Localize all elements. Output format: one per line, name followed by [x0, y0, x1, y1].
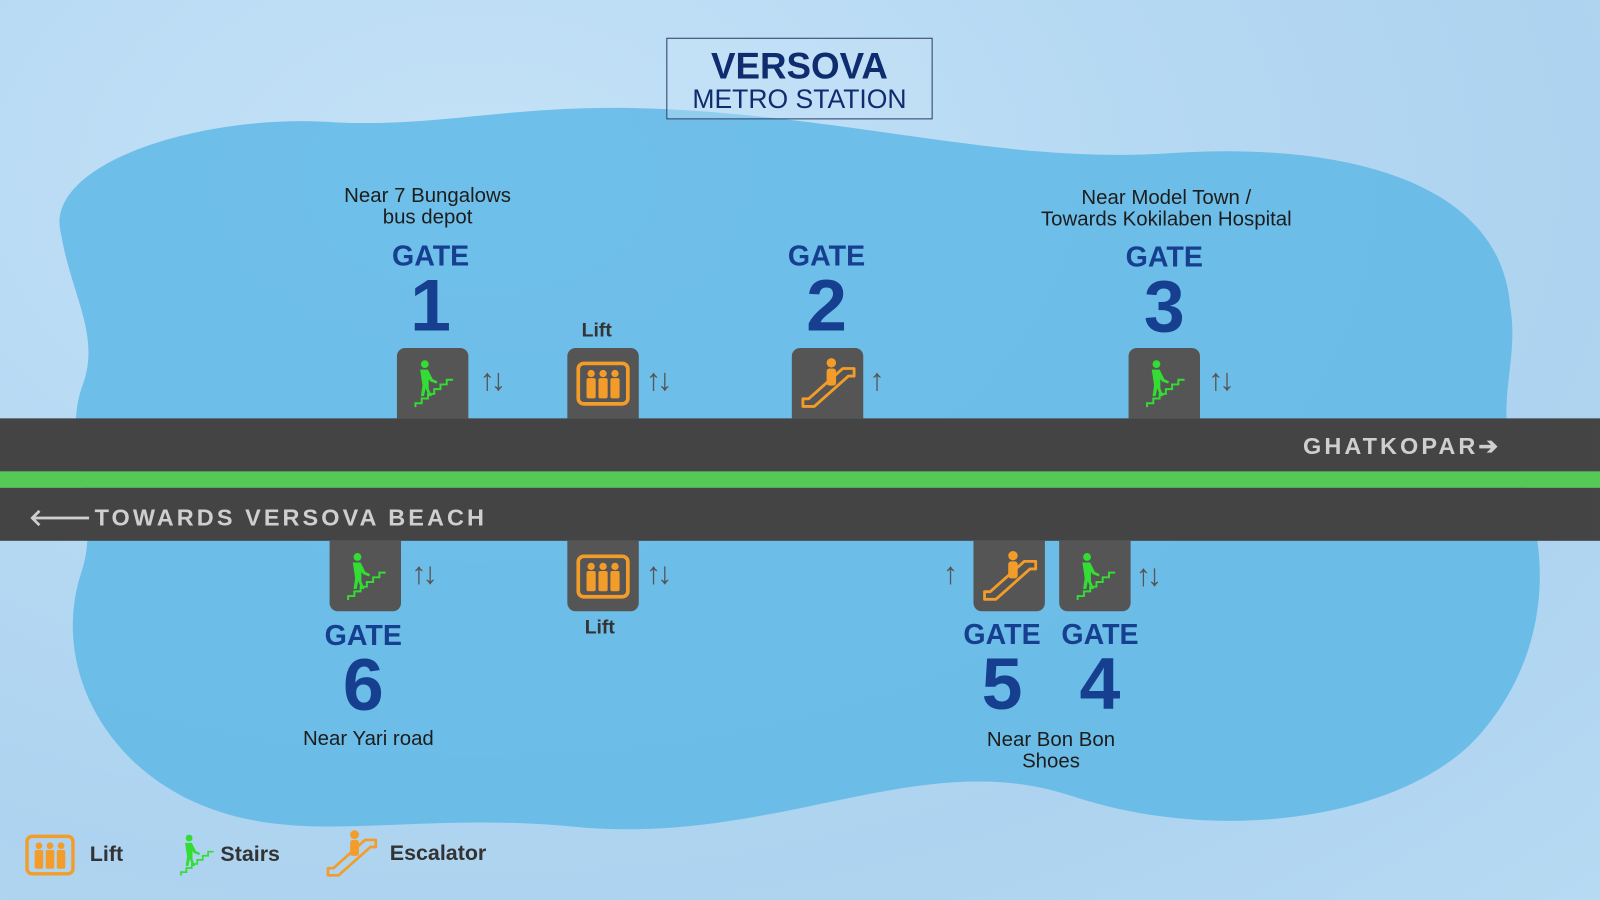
escalator-icon — [324, 829, 377, 880]
gate-1-note: Near 7 Bungalows bus depot — [344, 184, 511, 229]
gate-6-note: Near Yari road — [302, 727, 434, 750]
stairs-icon — [176, 829, 217, 882]
gate-2: GATE 2 — [765, 239, 887, 347]
direction-label: TOWARDS VERSOVA BEACH — [94, 504, 488, 531]
lift-south-direction-arrows: ↑↓ — [645, 557, 673, 591]
platform-band-east — [0, 418, 1600, 472]
escalator-icon — [981, 549, 1038, 602]
gate-3: GATE 3 — [1103, 240, 1225, 348]
lift-icon — [576, 360, 631, 407]
stairs-icon — [409, 353, 456, 414]
gate-5: GATE 5 — [941, 618, 1063, 726]
gate-number: 5 — [981, 643, 1023, 726]
metro-line — [0, 471, 1600, 488]
lift-south-label: Lift — [584, 617, 615, 639]
gate-1: GATE 1 — [369, 239, 491, 347]
direction-label: GHATKOPAR — [1303, 432, 1479, 460]
gate-4-5-note: Near Bon Bon Shoes — [986, 728, 1116, 773]
gate-5-escalator — [973, 540, 1045, 612]
gate-3-direction-arrows: ↑↓ — [1208, 363, 1235, 397]
gate-4-stairs — [1059, 540, 1131, 612]
lift-south — [567, 540, 639, 612]
gate-label: GATE — [324, 619, 402, 652]
gate-label: GATE — [963, 618, 1041, 650]
gate-number: 3 — [1143, 266, 1185, 348]
platform-band-west — [0, 487, 1600, 541]
legend-label: Escalator — [389, 841, 487, 866]
legend-label: Lift — [89, 842, 124, 867]
gate-number: 1 — [410, 265, 452, 347]
arrow-left-icon: 🡐 — [28, 504, 95, 531]
gate-6-direction-arrows: ↑↓ — [411, 557, 438, 591]
gate-label: GATE — [787, 239, 866, 272]
gate-2-direction-arrow: ↑ — [869, 363, 884, 397]
gate-6: GATE 6 — [302, 619, 424, 727]
gate-1-direction-arrows: ↑↓ — [479, 363, 507, 397]
stairs-icon — [1071, 545, 1118, 606]
legend-stairs: Stairs — [176, 829, 280, 882]
gate-3-stairs — [1128, 347, 1200, 419]
lift-icon — [24, 833, 75, 878]
direction-ghatkopar: GHATKOPAR➔ — [1303, 433, 1501, 461]
gate-4: GATE 4 — [1039, 618, 1161, 726]
legend-label: Stairs — [220, 842, 280, 867]
gate-number: 6 — [342, 644, 384, 727]
gate-label: GATE — [1061, 618, 1139, 650]
station-subtitle: METRO STATION — [692, 83, 907, 115]
legend-escalator: Escalator — [324, 829, 486, 880]
station-title: VERSOVA METRO STATION — [666, 37, 933, 120]
stairs-icon — [342, 545, 389, 606]
gate-number: 4 — [1079, 643, 1121, 726]
gate-1-stairs — [396, 347, 469, 419]
lift-icon — [576, 553, 631, 600]
direction-versova-beach: 🡐TOWARDS VERSOVA BEACH — [29, 503, 487, 532]
lift-north-label: Lift — [581, 320, 612, 342]
arrow-right-icon: ➔ — [1478, 432, 1502, 460]
gate-5-direction-arrow: ↑ — [942, 557, 958, 591]
stairs-icon — [1141, 353, 1188, 414]
gate-label: GATE — [391, 239, 470, 272]
gate-3-note: Near Model Town / Towards Kokilaben Hosp… — [1040, 186, 1292, 231]
station-name: VERSOVA — [711, 44, 888, 87]
lift-north-direction-arrows: ↑↓ — [645, 363, 673, 397]
gate-number: 2 — [806, 265, 847, 347]
lift-north — [567, 347, 639, 419]
legend-lift: Lift — [24, 833, 123, 878]
gate-label: GATE — [1125, 240, 1203, 273]
escalator-icon — [799, 357, 856, 410]
gate-2-escalator — [791, 347, 864, 419]
gate-6-stairs — [329, 540, 402, 612]
gate-4-direction-arrows: ↑↓ — [1135, 559, 1163, 593]
